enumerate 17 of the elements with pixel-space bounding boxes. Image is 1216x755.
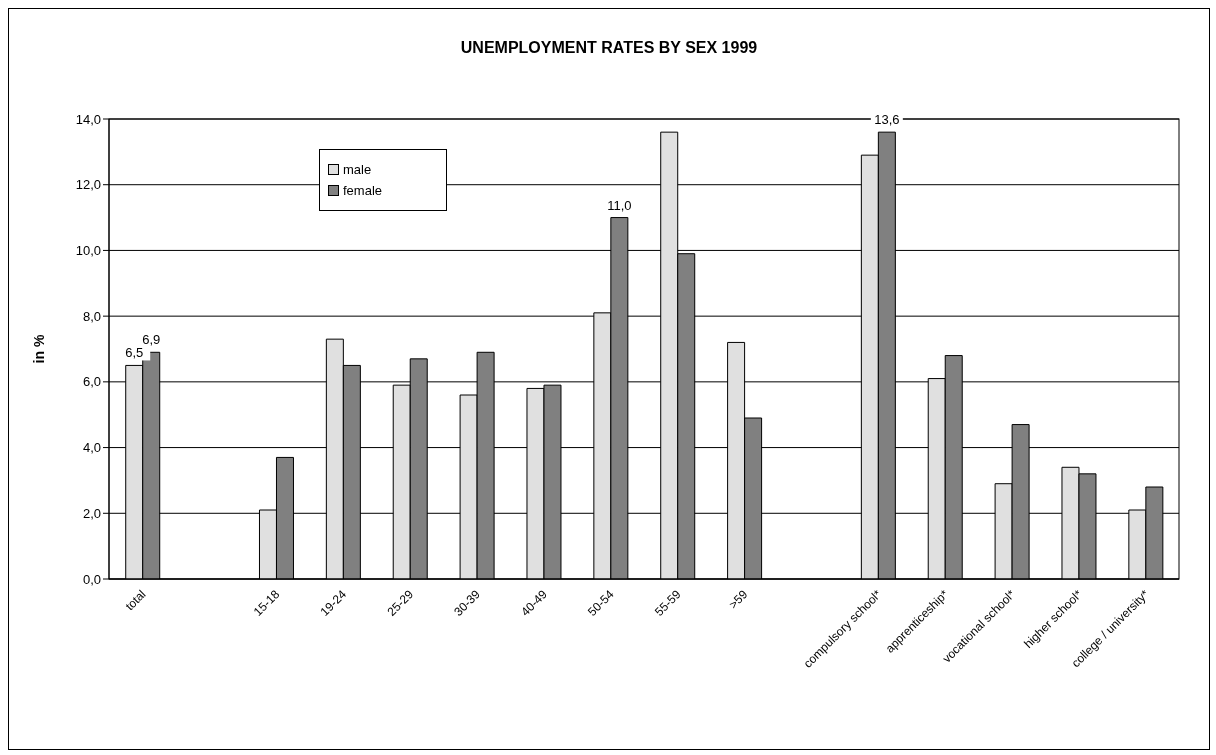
data-label: 13,6 <box>874 112 900 128</box>
y-tick-label: 10,0 <box>75 243 101 259</box>
y-tick-label: 2,0 <box>82 505 101 521</box>
data-label: 6,9 <box>142 332 161 348</box>
y-tick-label: 0,0 <box>82 571 101 587</box>
y-tick-label: 14,0 <box>75 111 101 127</box>
y-tick-label: 6,0 <box>82 374 101 390</box>
chart-title: UNEMPLOYMENT RATES BY SEX 1999 <box>459 39 759 57</box>
x-tick-label: >59 <box>726 586 751 612</box>
legend-label: female <box>343 183 383 198</box>
data-label: 6,5 <box>125 345 144 361</box>
y-axis-title: in % <box>30 334 47 364</box>
legend-label: male <box>343 162 372 177</box>
y-tick-label: 8,0 <box>82 308 101 324</box>
y-tick-label: 4,0 <box>82 440 101 456</box>
data-label: 11,0 <box>607 197 632 213</box>
y-tick-label: 12,0 <box>75 177 101 193</box>
